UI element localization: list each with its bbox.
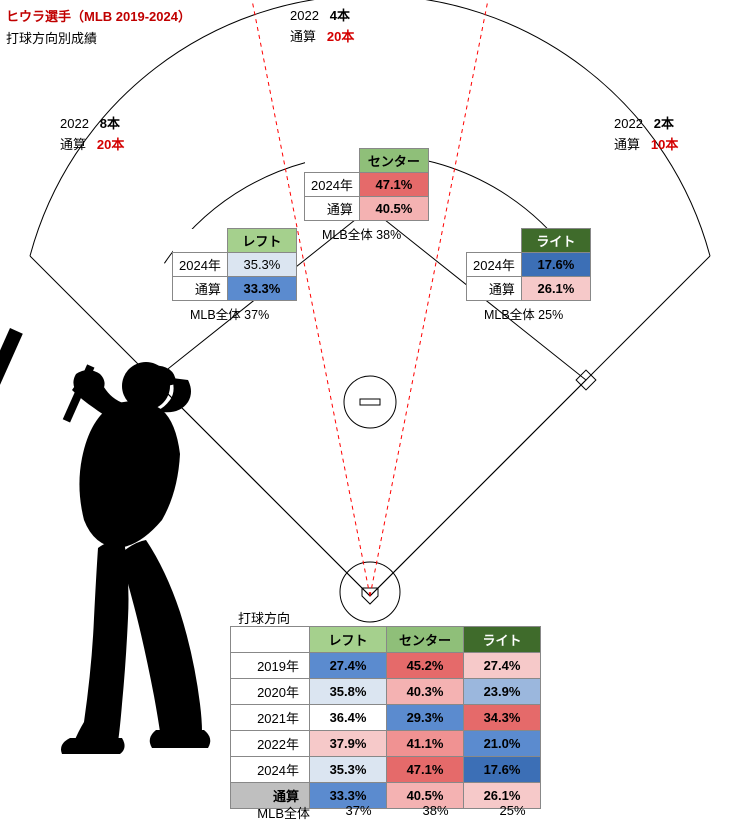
zone-center-table: センター2024年47.1%通算40.5% xyxy=(304,148,429,221)
title-line2: 打球方向別成績 xyxy=(6,28,97,47)
big-table-mlb-row: MLB全体37%38%25% xyxy=(230,803,551,822)
zone-left-mlb: MLB全体 37% xyxy=(190,304,269,323)
big-table-title: 打球方向 xyxy=(238,608,290,627)
zone-right-table: ライト2024年17.6%通算26.1% xyxy=(466,228,591,301)
batter-silhouette xyxy=(0,322,226,762)
big-table: レフトセンターライト2019年27.4%45.2%27.4%2020年35.8%… xyxy=(230,626,541,809)
zone-left-table: レフト2024年35.3%通算33.3% xyxy=(172,228,297,301)
hr-stat-left: 2022 8本通算 20本 xyxy=(60,114,124,156)
hr-stat-right: 2022 2本通算 10本 xyxy=(614,114,678,156)
hr-stat-center: 2022 4本通算 20本 xyxy=(290,6,354,48)
zone-center-mlb: MLB全体 38% xyxy=(322,224,401,243)
zone-right-mlb: MLB全体 25% xyxy=(484,304,563,323)
title-line1: ヒウラ選手（MLB 2019-2024） xyxy=(6,6,191,25)
